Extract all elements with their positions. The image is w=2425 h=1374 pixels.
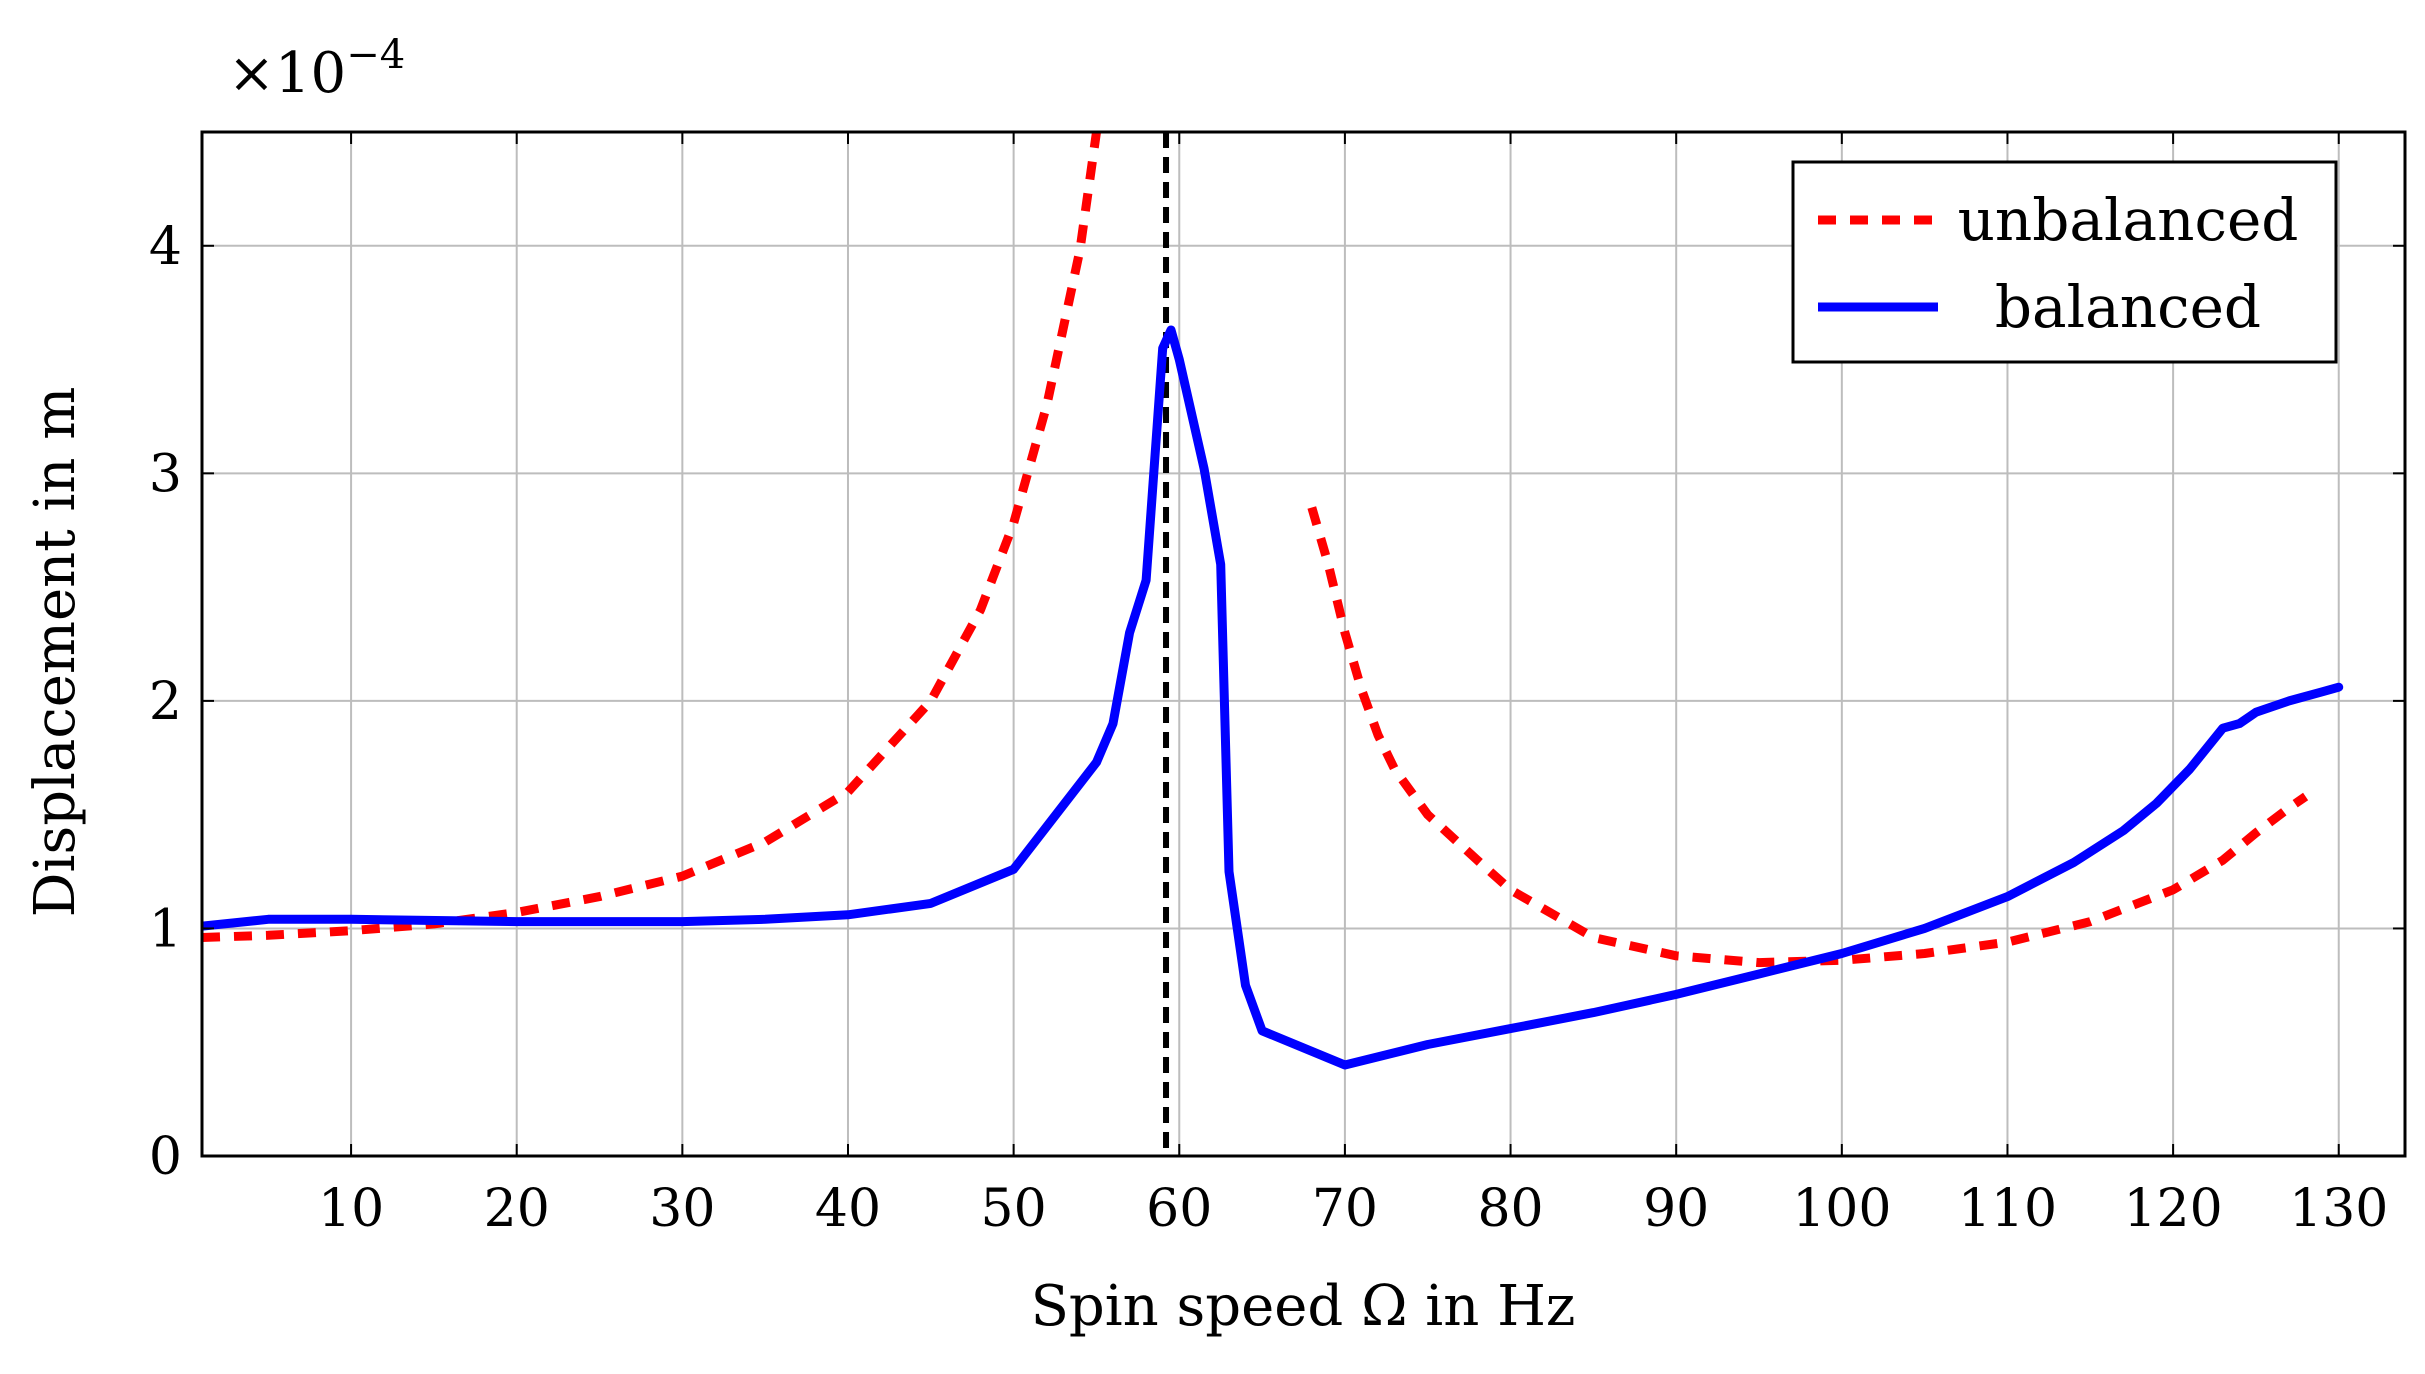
legend-box (1791, 160, 2338, 364)
x-tick-label: 100 (1792, 1179, 1891, 1239)
x-tick-label: 10 (318, 1179, 384, 1239)
x-tick-label: 110 (1958, 1179, 2057, 1239)
y-tick-label: 2 (149, 672, 182, 732)
x-tick-label: 90 (1643, 1179, 1709, 1239)
grid (202, 132, 2405, 1156)
y-tick-label: 0 (149, 1127, 182, 1187)
x-tick-label: 40 (815, 1179, 881, 1239)
y-axis-label: Displacement in m (23, 387, 88, 918)
y-tick-label: 1 (149, 899, 182, 959)
x-tick-label: 130 (2289, 1179, 2388, 1239)
legend-label-unbalanced: unbalanced (1958, 186, 2299, 254)
x-tick-label: 60 (1146, 1179, 1212, 1239)
x-tick-label: 20 (484, 1179, 550, 1239)
legend-label-balanced: balanced (1995, 273, 2261, 341)
series-group (202, 132, 2344, 1070)
x-axis-label: Spin speed Ω in Hz (1031, 1274, 1576, 1339)
y-scale-factor: ×10−4 (228, 32, 405, 106)
series-line-unbalanced (1307, 506, 2309, 968)
y-tick-label: 4 (149, 217, 182, 277)
axis-ticks: 10 20 30 40 50 60 70 80 90 100 110 120 130 0 1 2 3 4 (149, 132, 2405, 1239)
x-tick-label: 50 (981, 1179, 1047, 1239)
x-tick-label: 80 (1477, 1179, 1543, 1239)
y-tick-label: 3 (149, 444, 182, 504)
legend: unbalanced balanced (1791, 160, 2338, 364)
y-scale-text: ×10 (228, 41, 346, 106)
series-line-unbalanced (202, 132, 1101, 942)
x-tick-label: 120 (2123, 1179, 2222, 1239)
x-tick-label: 70 (1312, 1179, 1378, 1239)
y-scale-exponent: −4 (346, 32, 405, 78)
series-line-balanced (202, 325, 2344, 1070)
plot-frame (200, 130, 2407, 1158)
x-tick-label: 30 (649, 1179, 715, 1239)
